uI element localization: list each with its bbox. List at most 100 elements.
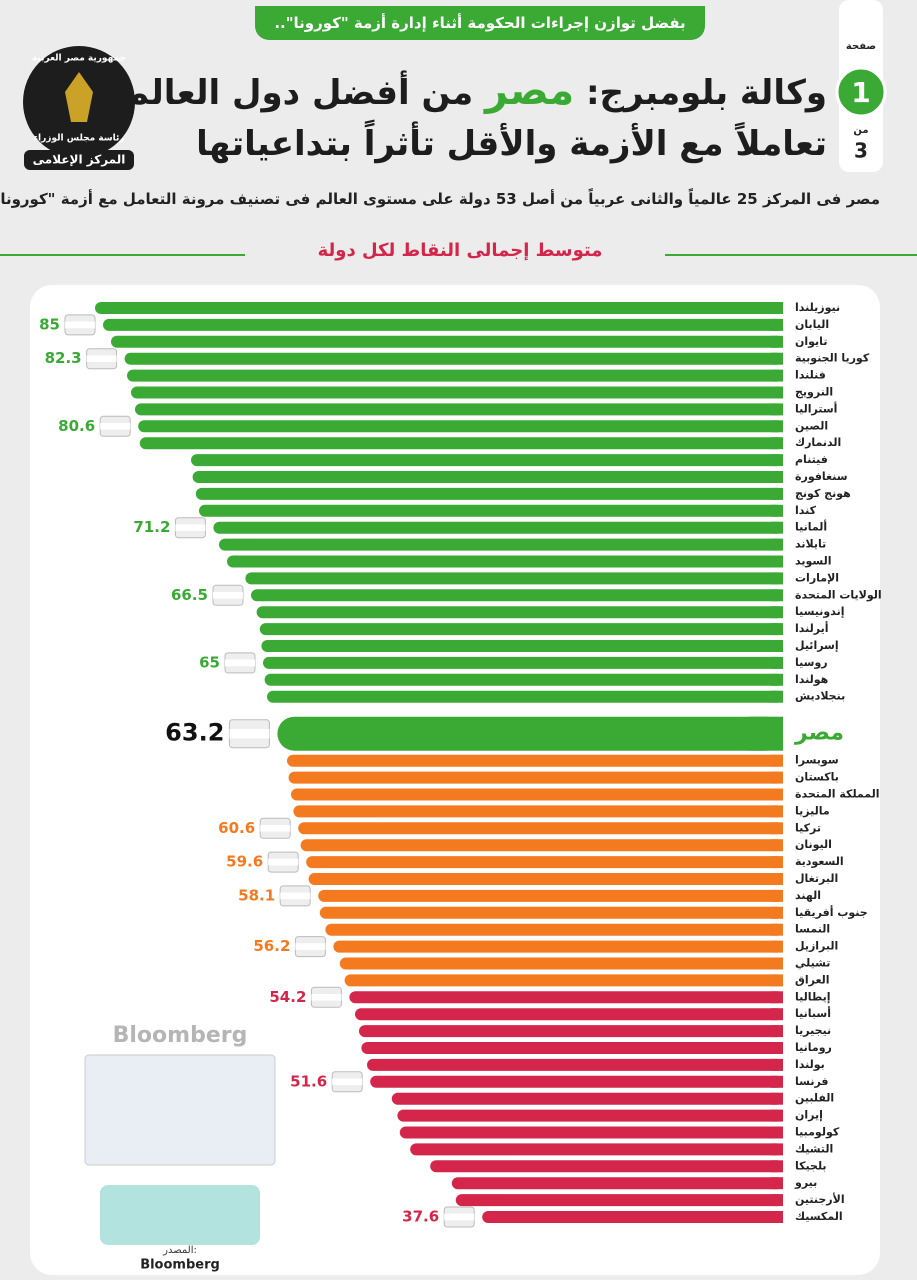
value-label: 82.3 <box>45 349 82 367</box>
chart-title-rules <box>0 254 917 256</box>
category-label: المملكة المتحدة <box>795 788 880 801</box>
bar-tail <box>771 923 783 936</box>
category-label: الفلبين <box>795 1092 834 1105</box>
bar-tail <box>771 906 783 919</box>
bar <box>291 788 783 801</box>
map-image <box>84 1054 276 1166</box>
logo-band <box>24 150 134 170</box>
category-label: كندا <box>795 504 817 517</box>
category-label: سويسرا <box>795 754 839 767</box>
flag-band <box>86 355 117 363</box>
category-label: روسيا <box>795 656 828 669</box>
category-label: إيران <box>795 1109 823 1122</box>
gloves-image <box>100 1185 260 1245</box>
bar <box>391 1092 783 1105</box>
title-line1: وكالة بلومبرج: مصر من أفضل دول العالم <box>124 68 827 114</box>
bar-tail <box>771 957 783 970</box>
flag-band <box>175 524 206 532</box>
bar-tail <box>771 1092 783 1105</box>
bar-tail <box>771 1126 783 1139</box>
logo-text: جمهورية مصر العربية <box>32 54 126 64</box>
bar-tail <box>771 822 783 835</box>
bar-tail <box>771 788 783 801</box>
category-label: تشيلي <box>795 957 830 970</box>
flag-band <box>100 422 131 430</box>
bar-tail <box>771 940 783 953</box>
chart-title: متوسط إجمالى النقاط لكل دولة <box>317 240 603 261</box>
header-tag: بفضل توازن إجراءات الحكومة أثناء إدارة أ… <box>255 6 705 40</box>
category-label: باكستان <box>795 771 839 784</box>
bar <box>263 656 783 669</box>
category-label: العراق <box>795 973 830 986</box>
category-label: البرتغال <box>795 872 838 885</box>
bar <box>127 369 783 382</box>
category-label: النمسا <box>795 923 830 936</box>
flag-band <box>229 729 270 739</box>
bar <box>277 716 783 751</box>
category-label: اليونان <box>795 838 832 851</box>
bar-tail <box>771 504 783 517</box>
title-part: وكالة بلومبرج: <box>585 73 827 113</box>
flag-band <box>295 943 326 950</box>
category-label: المكسيك <box>795 1210 843 1223</box>
category-label: التشيك <box>795 1142 833 1155</box>
category-label: أسبانيا <box>795 1006 831 1020</box>
bar <box>399 1126 783 1139</box>
category-label: سنغافورة <box>795 470 848 483</box>
bar <box>370 1075 783 1088</box>
bar <box>355 1008 783 1021</box>
bar-tail <box>771 974 783 987</box>
category-label: تايلاند <box>795 538 826 551</box>
value-label: 37.6 <box>402 1208 439 1226</box>
page-circle <box>835 66 887 118</box>
bar <box>259 623 783 636</box>
bar <box>339 957 783 970</box>
category-label: كوريا الجنوبية <box>795 352 870 365</box>
bar <box>306 856 783 869</box>
bar <box>287 754 783 767</box>
bar-tail <box>771 487 783 500</box>
category-label: هونج كونج <box>795 487 851 500</box>
source-label: المصدر: <box>162 1245 197 1256</box>
bar <box>131 386 783 399</box>
bar-tail <box>771 454 783 467</box>
bar-tail <box>771 352 783 365</box>
bar <box>333 940 783 953</box>
title-line2: تعاملاً مع الأزمة والأقل تأثراً بتداعيات… <box>196 124 827 164</box>
bar <box>261 640 783 652</box>
bar-tail <box>771 1177 783 1190</box>
bar-tail <box>771 403 783 416</box>
bar-tail <box>771 673 783 686</box>
category-label: فيتنام <box>795 453 828 466</box>
bar <box>219 538 783 551</box>
category-label: تايوان <box>795 335 827 348</box>
title-part: من أفضل دول العالم <box>124 73 474 113</box>
bar-tail <box>771 656 783 669</box>
bar <box>264 673 784 686</box>
bar <box>103 318 783 331</box>
bar-tail <box>771 420 783 433</box>
bar-tail <box>771 606 783 619</box>
value-label: 65 <box>199 653 220 671</box>
logo-text: رئاسة مجلس الوزراء <box>33 134 124 144</box>
bar <box>95 302 783 314</box>
title-highlight: مصر <box>485 68 575 114</box>
value-label: 51.6 <box>290 1072 327 1090</box>
bar <box>288 771 783 784</box>
bar <box>361 1042 783 1054</box>
bar-tail <box>771 1025 783 1038</box>
bar <box>300 839 783 852</box>
category-label: ماليزيا <box>795 804 830 817</box>
bar-tail <box>771 572 783 585</box>
category-label: إندونيسيا <box>795 605 845 618</box>
category-label: تركيا <box>795 821 821 834</box>
category-label: فرنسا <box>795 1075 829 1088</box>
bar <box>199 504 783 517</box>
bar <box>213 521 783 534</box>
category-label: ألمانيا <box>795 520 827 534</box>
category-label: اليابان <box>795 318 829 331</box>
bar <box>111 335 783 348</box>
category-label: أستراليا <box>795 401 837 415</box>
